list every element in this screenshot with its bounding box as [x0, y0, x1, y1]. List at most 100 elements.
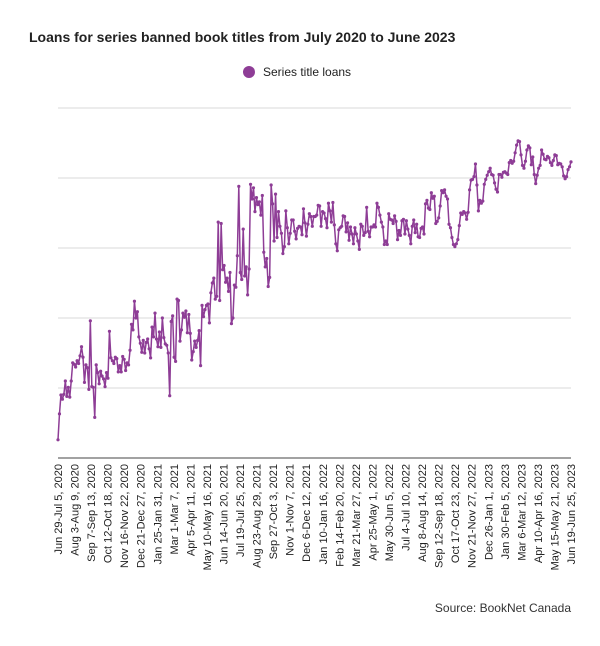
data-point[interactable]: [150, 325, 154, 329]
data-point[interactable]: [569, 160, 573, 164]
data-point[interactable]: [412, 218, 416, 222]
data-point[interactable]: [456, 238, 460, 242]
data-point[interactable]: [422, 232, 426, 236]
data-point[interactable]: [218, 298, 222, 303]
data-point[interactable]: [363, 231, 367, 235]
data-point[interactable]: [284, 209, 288, 213]
data-point[interactable]: [281, 252, 285, 256]
data-point[interactable]: [225, 276, 229, 280]
data-point[interactable]: [101, 377, 106, 381]
data-point[interactable]: [398, 233, 403, 237]
data-point[interactable]: [231, 316, 235, 320]
data-point[interactable]: [473, 162, 478, 166]
data-point[interactable]: [393, 214, 397, 218]
data-point[interactable]: [506, 172, 510, 177]
data-point[interactable]: [401, 217, 406, 221]
data-point[interactable]: [512, 159, 516, 163]
data-point[interactable]: [368, 235, 372, 239]
data-point[interactable]: [498, 172, 503, 177]
data-point[interactable]: [210, 281, 214, 285]
data-point[interactable]: [228, 270, 232, 275]
data-point[interactable]: [559, 162, 563, 166]
data-point[interactable]: [435, 219, 439, 223]
data-point[interactable]: [268, 275, 272, 279]
data-point[interactable]: [307, 212, 311, 216]
data-point[interactable]: [541, 152, 545, 156]
data-point[interactable]: [179, 328, 184, 332]
data-point[interactable]: [116, 370, 120, 374]
data-point[interactable]: [91, 385, 95, 389]
data-point[interactable]: [537, 166, 541, 170]
data-point[interactable]: [72, 362, 76, 366]
data-point[interactable]: [306, 222, 310, 226]
data-point[interactable]: [160, 316, 164, 320]
data-point[interactable]: [126, 363, 131, 367]
data-point[interactable]: [517, 140, 522, 144]
data-point[interactable]: [271, 202, 275, 206]
data-point[interactable]: [460, 212, 464, 216]
data-point[interactable]: [347, 238, 351, 242]
data-point[interactable]: [301, 207, 306, 211]
data-point[interactable]: [366, 229, 370, 233]
data-point[interactable]: [63, 379, 67, 383]
data-point[interactable]: [206, 302, 210, 306]
data-point[interactable]: [191, 350, 195, 354]
data-point[interactable]: [262, 250, 266, 254]
data-point[interactable]: [378, 213, 382, 217]
data-point[interactable]: [166, 351, 170, 355]
data-point[interactable]: [453, 245, 457, 249]
data-point[interactable]: [472, 175, 476, 179]
data-point[interactable]: [165, 343, 169, 347]
data-point[interactable]: [157, 330, 162, 334]
data-point[interactable]: [140, 350, 144, 354]
data-point[interactable]: [200, 303, 204, 307]
data-point[interactable]: [176, 298, 181, 303]
data-point[interactable]: [97, 382, 101, 386]
data-point[interactable]: [196, 338, 200, 342]
data-point[interactable]: [278, 224, 282, 228]
data-point[interactable]: [244, 265, 248, 269]
data-point[interactable]: [360, 224, 364, 228]
data-point[interactable]: [194, 345, 198, 349]
data-point[interactable]: [403, 232, 407, 236]
data-point[interactable]: [78, 354, 82, 358]
data-point[interactable]: [100, 374, 104, 378]
data-point[interactable]: [275, 235, 279, 240]
data-point[interactable]: [554, 154, 558, 158]
data-point[interactable]: [394, 219, 398, 223]
data-point[interactable]: [247, 267, 251, 271]
data-point[interactable]: [253, 210, 257, 214]
data-point[interactable]: [62, 392, 66, 396]
data-point[interactable]: [288, 231, 292, 235]
data-point[interactable]: [523, 159, 528, 163]
data-point[interactable]: [492, 181, 497, 185]
data-point[interactable]: [56, 438, 60, 442]
data-point[interactable]: [322, 211, 326, 215]
data-point[interactable]: [351, 242, 356, 246]
data-point[interactable]: [409, 242, 413, 246]
data-point[interactable]: [107, 329, 112, 333]
data-point[interactable]: [519, 153, 523, 157]
data-point[interactable]: [356, 239, 360, 243]
data-point[interactable]: [57, 412, 62, 416]
data-point[interactable]: [137, 335, 141, 339]
data-point[interactable]: [60, 397, 65, 401]
data-point[interactable]: [159, 345, 163, 349]
data-point[interactable]: [463, 211, 467, 215]
data-point[interactable]: [81, 355, 85, 359]
data-point[interactable]: [209, 291, 213, 295]
data-point[interactable]: [198, 364, 203, 368]
data-point[interactable]: [156, 345, 160, 349]
data-point[interactable]: [96, 371, 100, 375]
data-point[interactable]: [567, 165, 572, 169]
data-point[interactable]: [154, 337, 159, 341]
data-point[interactable]: [181, 311, 185, 315]
data-point[interactable]: [547, 156, 551, 160]
data-point[interactable]: [184, 309, 188, 313]
data-point[interactable]: [344, 230, 348, 234]
data-point[interactable]: [109, 356, 113, 360]
data-point[interactable]: [418, 235, 422, 240]
data-point[interactable]: [487, 170, 491, 174]
data-point[interactable]: [448, 226, 453, 230]
data-point[interactable]: [265, 256, 269, 261]
